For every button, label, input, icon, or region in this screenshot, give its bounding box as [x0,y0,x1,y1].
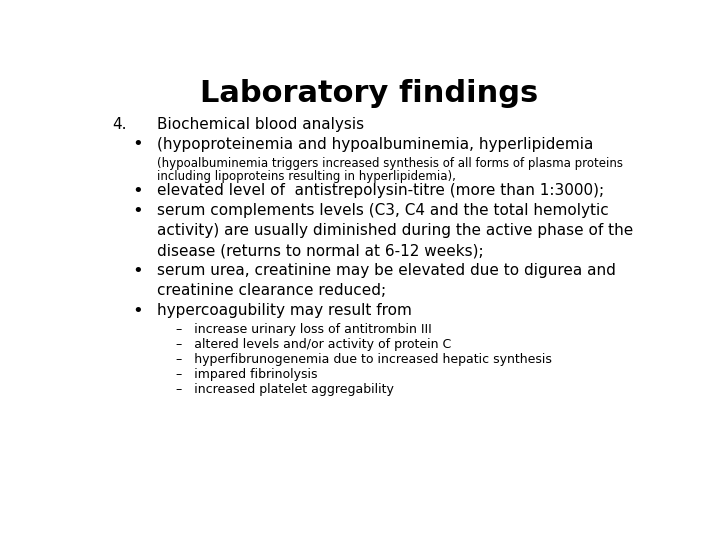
Text: •: • [132,302,143,320]
Text: Laboratory findings: Laboratory findings [200,79,538,109]
Text: –   hyperfibrunogenemia due to increased hepatic synthesis: – hyperfibrunogenemia due to increased h… [176,353,552,366]
Text: •: • [132,202,143,220]
Text: (hypoalbuminemia triggers increased synthesis of all forms of plasma proteins: (hypoalbuminemia triggers increased synt… [157,157,623,170]
Text: –   altered levels and/or activity of protein C: – altered levels and/or activity of prot… [176,338,451,351]
Text: (hypoproteinemia and hypoalbuminemia, hyperlipidemia: (hypoproteinemia and hypoalbuminemia, hy… [157,137,593,152]
Text: serum complements levels (C3, C4 and the total hemolytic: serum complements levels (C3, C4 and the… [157,203,608,218]
Text: elevated level of  antistrepolysin-titre (more than 1:3000);: elevated level of antistrepolysin-titre … [157,183,604,198]
Text: Biochemical blood analysis: Biochemical blood analysis [157,117,364,132]
Text: •: • [132,136,143,153]
Text: activity) are usually diminished during the active phase of the: activity) are usually diminished during … [157,223,633,238]
Text: hypercoagubility may result from: hypercoagubility may result from [157,303,412,318]
Text: •: • [132,182,143,200]
Text: 4.: 4. [112,117,127,132]
Text: disease (returns to normal at 6-12 weeks);: disease (returns to normal at 6-12 weeks… [157,243,484,258]
Text: –   increased platelet aggregability: – increased platelet aggregability [176,383,395,396]
Text: –   increase urinary loss of antitrombin III: – increase urinary loss of antitrombin I… [176,323,432,336]
Text: serum urea, creatinine may be elevated due to digurea and: serum urea, creatinine may be elevated d… [157,263,616,278]
Text: including lipoproteins resulting in hyperlipidemia),: including lipoproteins resulting in hype… [157,170,456,183]
Text: –   impared fibrinolysis: – impared fibrinolysis [176,368,318,381]
Text: •: • [132,262,143,280]
Text: creatinine clearance reduced;: creatinine clearance reduced; [157,283,386,298]
